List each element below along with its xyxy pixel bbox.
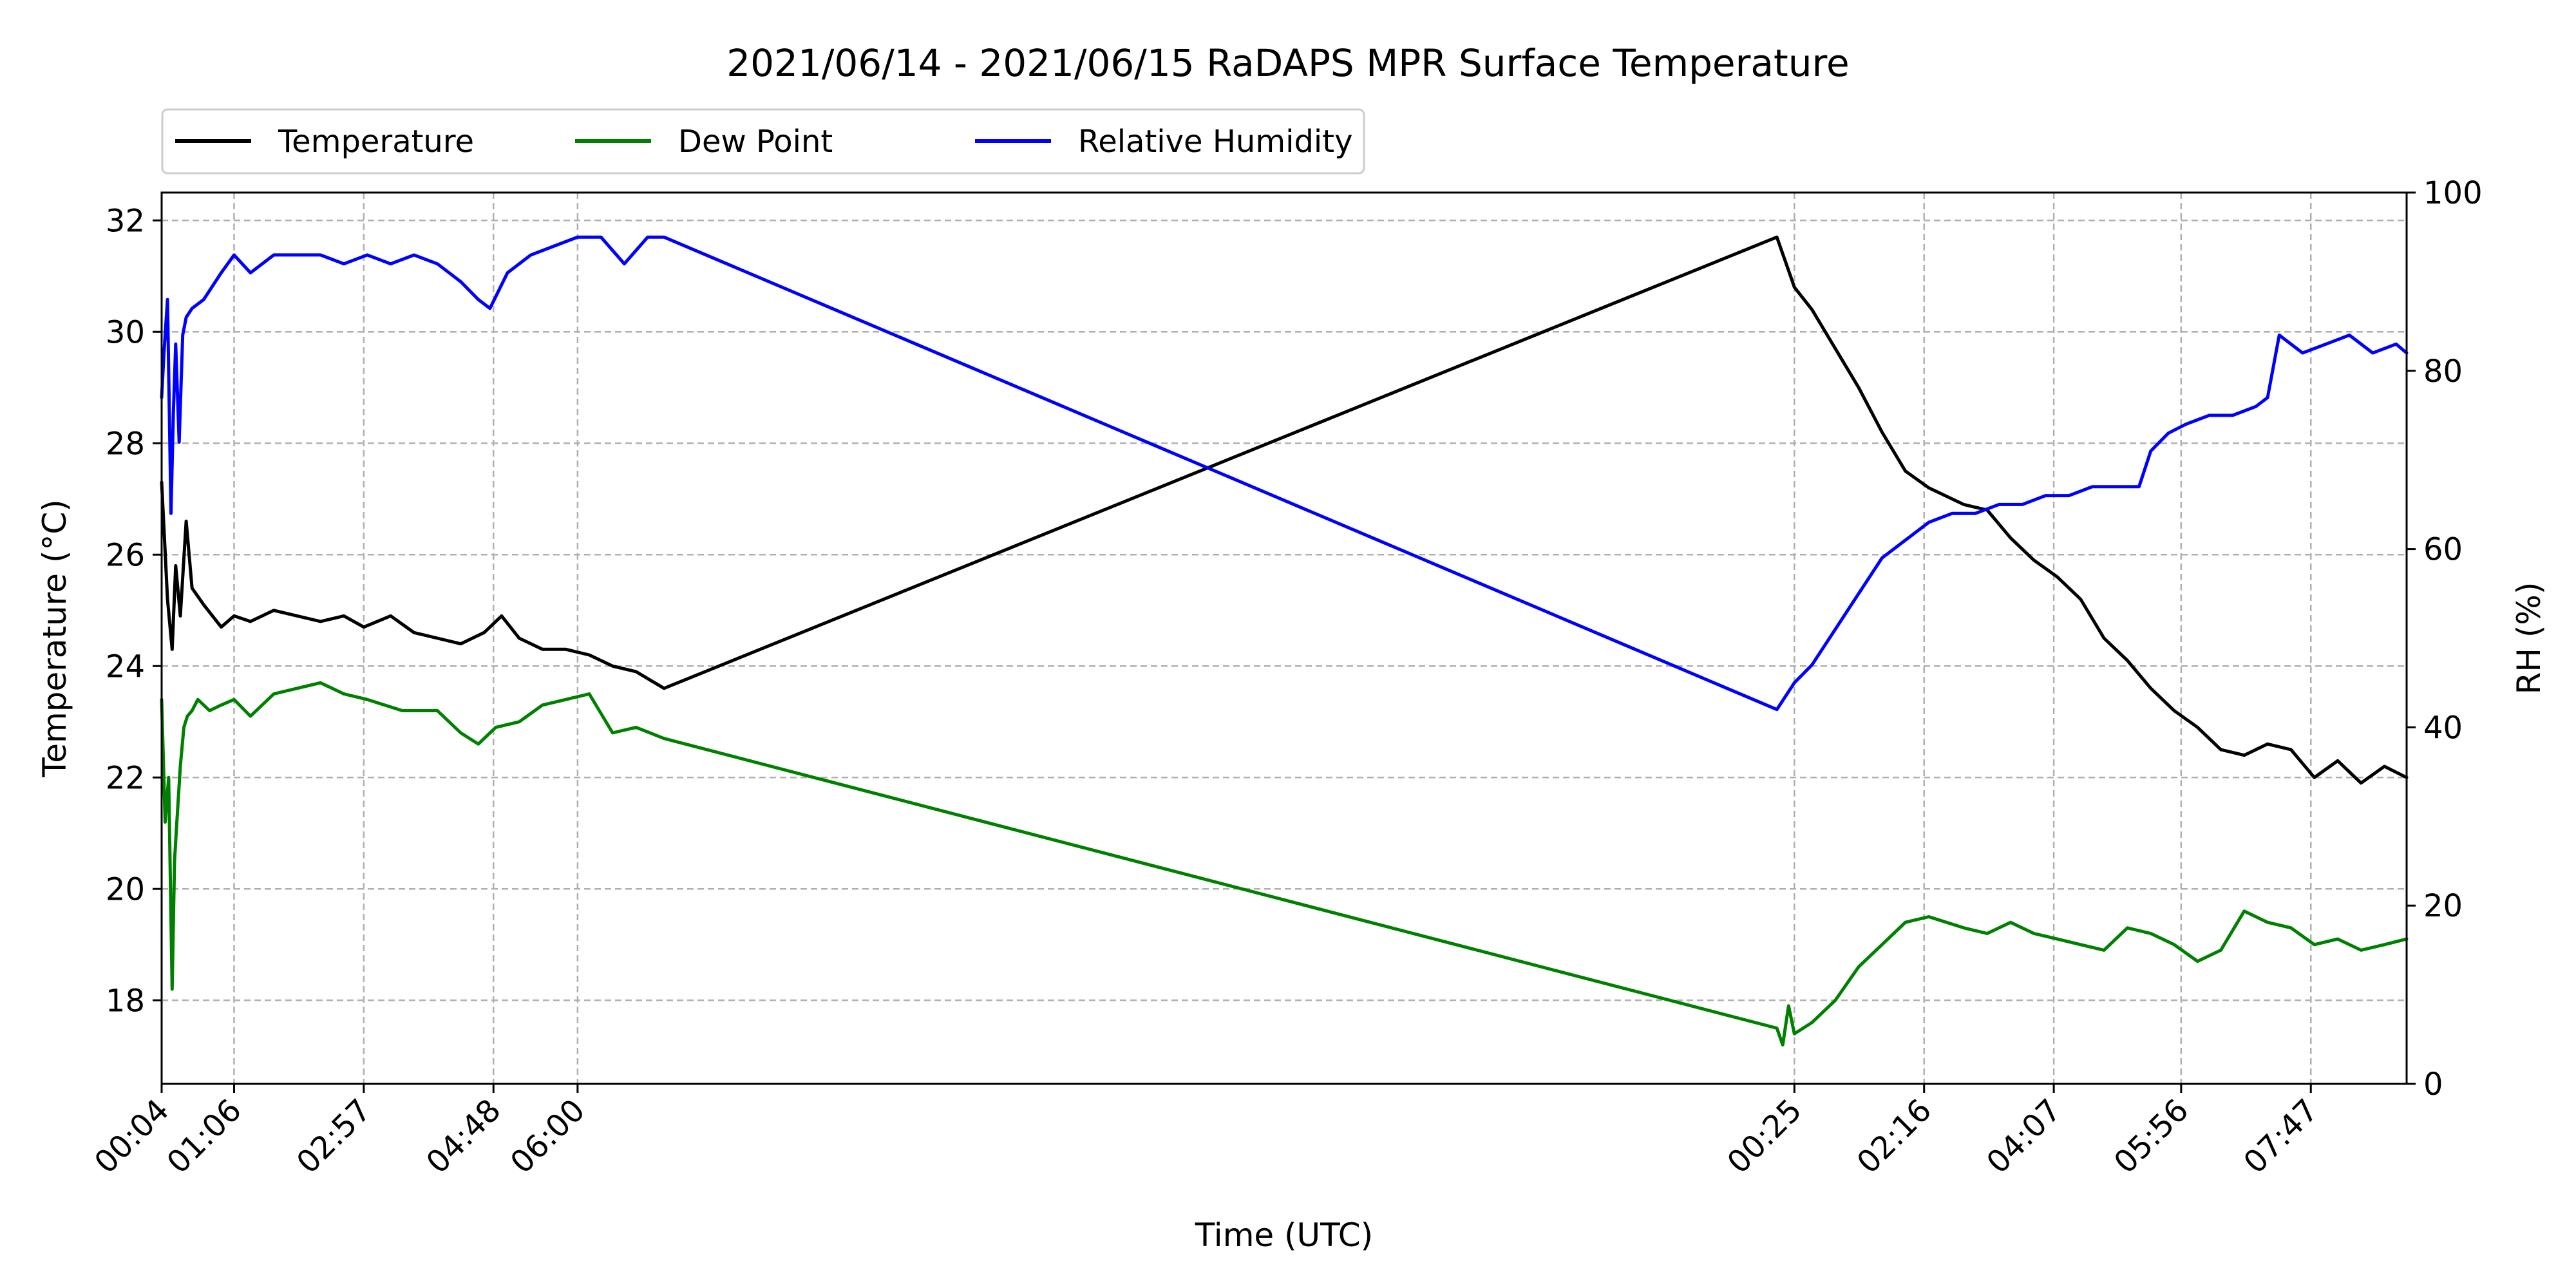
chart-title: 2021/06/14 - 2021/06/15 RaDAPS MPR Surfa…	[726, 41, 1849, 85]
y-left-tick-label: 26	[106, 537, 145, 573]
y-axis-right-ticks: 0 20 40 60 80 100	[2407, 175, 2483, 1103]
y-left-tick-label: 28	[106, 426, 145, 462]
legend-items: Temperature Dew Point Relative Humidity	[175, 124, 1352, 160]
y-left-tick-label: 24	[106, 649, 145, 685]
y-left-tick-label: 22	[106, 760, 145, 796]
y-left-tick-label: 30	[106, 314, 145, 350]
relative-humidity-line	[160, 235, 2409, 712]
y-left-tick-label: 18	[106, 983, 145, 1019]
legend: Temperature Dew Point Relative Humidity	[161, 108, 1365, 175]
y-right-tick-label: 40	[2423, 710, 2463, 746]
temperature-line	[160, 235, 2409, 785]
y-right-tick-label: 0	[2423, 1066, 2443, 1103]
grid	[160, 193, 2407, 1084]
y-left-tick-label: 20	[106, 871, 145, 907]
x-axis-label: Time (UTC)	[1195, 1217, 1373, 1254]
series-lines	[160, 235, 2409, 1046]
y-right-tick-label: 60	[2423, 532, 2463, 568]
y-right-tick-label: 80	[2423, 354, 2463, 390]
dew-point-line	[160, 681, 2409, 1046]
y-left-tick-label: 32	[106, 203, 145, 239]
plot-frame	[160, 191, 2408, 1085]
y-axis-left-ticks: 18 20 22 24 26 28 30 32	[106, 203, 162, 1019]
y-axis-right-label: RH (%)	[2510, 582, 2548, 695]
y-right-tick-label: 20	[2423, 888, 2463, 924]
legend-label-temperature: Temperature	[278, 124, 474, 160]
legend-frame	[161, 108, 1365, 175]
y-right-tick-label: 100	[2423, 175, 2483, 211]
y-axis-left-label: Temperature (°C)	[36, 499, 73, 778]
legend-label-relative-humidity: Relative Humidity	[1078, 124, 1352, 160]
legend-label-dew-point: Dew Point	[678, 124, 833, 160]
